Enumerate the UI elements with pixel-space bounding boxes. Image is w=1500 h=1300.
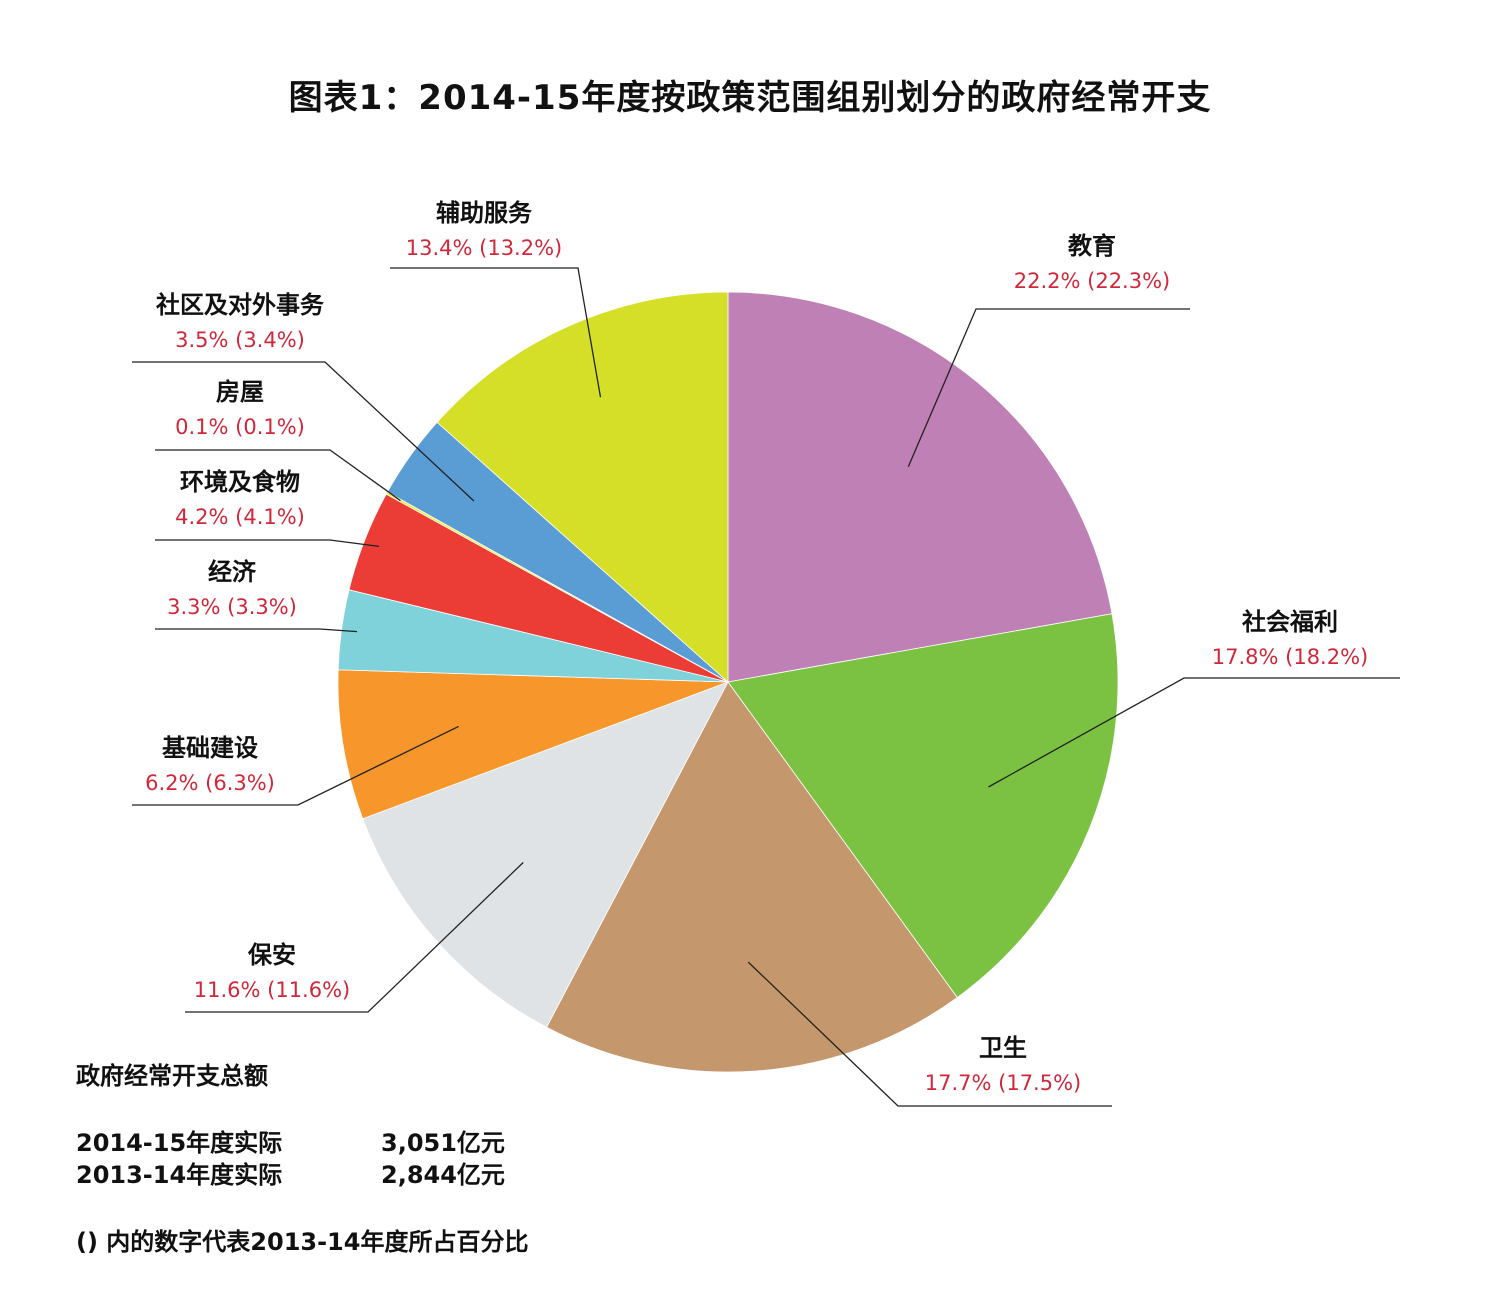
pie-labels: 教育 22.2% (22.3%) 社会福利 17.8% (18.2%) 卫生 17.7% … <box>132 199 1400 1107</box>
footnote: () 内的数字代表2013-14年度所占百分比 <box>76 1228 529 1256</box>
totals-row-label: 2014-15年度实际 <box>76 1129 283 1157</box>
slice-percent-label: 22.2% (22.3%) <box>1014 269 1171 293</box>
slice-category-label: 基础建设 <box>162 734 258 762</box>
slice-percent-label: 13.4% (13.2%) <box>406 236 563 260</box>
leader-line <box>155 449 401 502</box>
leader-line <box>185 862 524 1013</box>
slice-category-label: 社会福利 <box>1242 608 1338 636</box>
slice-category-label: 教育 <box>1068 232 1116 260</box>
leader-line <box>132 725 459 806</box>
totals-row: 2014-15年度实际 3,051亿元 <box>76 1127 505 1159</box>
pie-slice <box>546 681 958 1073</box>
slice-percent-label: 11.6% (11.6%) <box>194 978 351 1002</box>
slice-percent-label: 17.7% (17.5%) <box>925 1071 1082 1095</box>
totals-row: 2013-14年度实际 2,844亿元 <box>76 1159 505 1191</box>
leader-line <box>155 539 380 548</box>
slice-percent-label: 3.3% (3.3%) <box>167 595 297 619</box>
slice-percent-label: 0.1% (0.1%) <box>175 415 305 439</box>
slice-percent-label: 6.2% (6.3%) <box>145 771 275 795</box>
totals-row-value: 2,844亿元 <box>381 1161 505 1189</box>
slice-category-label: 社区及对外事务 <box>156 291 325 319</box>
slice-category-label: 经济 <box>208 558 257 586</box>
leader-line <box>907 308 1190 468</box>
pie-slice <box>337 669 729 820</box>
pie-slice <box>727 291 1113 683</box>
totals-heading: 政府经常开支总额 <box>76 1062 268 1090</box>
pie-slices <box>337 291 1119 1073</box>
leader-line <box>132 361 475 502</box>
leader-line <box>747 961 1112 1107</box>
pie-slice <box>362 681 729 1028</box>
slice-category-label: 环境及食物 <box>180 468 300 496</box>
totals-block: 政府经常开支总额 2014-15年度实际 3,051亿元 2013-14年度实际… <box>76 1056 505 1191</box>
leader-line <box>390 267 602 398</box>
totals-row-value: 3,051亿元 <box>381 1129 505 1157</box>
leader-line <box>988 677 1400 788</box>
slice-category-label: 房屋 <box>216 378 264 406</box>
slice-category-label: 卫生 <box>979 1034 1027 1062</box>
slice-percent-label: 4.2% (4.1%) <box>175 505 305 529</box>
totals-row-label: 2013-14年度实际 <box>76 1161 283 1189</box>
chart-title: 图表1：2014-15年度按政策范围组别划分的政府经常开支 <box>288 78 1212 118</box>
slice-percent-label: 3.5% (3.4%) <box>175 328 305 352</box>
pie-slice <box>727 613 1119 999</box>
slice-category-label: 保安 <box>247 941 296 969</box>
pie-slice <box>436 291 729 683</box>
slice-category-label: 辅助服务 <box>436 199 533 227</box>
leader-line <box>155 628 358 633</box>
slice-percent-label: 17.8% (18.2%) <box>1212 645 1369 669</box>
